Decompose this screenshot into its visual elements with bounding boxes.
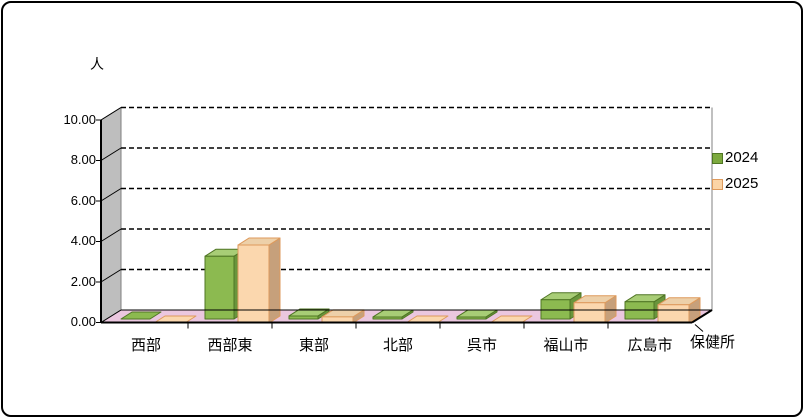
- y-tick-label-8: 8.00: [70, 152, 96, 167]
- left-wall: [100, 107, 122, 323]
- bar-2024-cat1-front: [204, 255, 235, 320]
- y-tick-label-10: 10.00: [63, 112, 96, 127]
- wall-tick-2: [100, 269, 122, 283]
- wall-tick-4: [100, 228, 122, 242]
- y-tick-label-0: 0.00: [70, 314, 96, 329]
- y-tick-label-2: 2.00: [70, 274, 96, 289]
- legend-item-2025: 2025: [712, 173, 758, 195]
- legend-marker-2025: [712, 178, 723, 190]
- legend-label-2024: 2024: [725, 149, 759, 166]
- bar-2024-cat4-front: [456, 316, 487, 320]
- bar-2024-cat5-front: [540, 299, 571, 320]
- bar-2025-cat6-front: [657, 304, 690, 324]
- bar-2025-cat1-front: [237, 244, 270, 324]
- bar-2025-cat5-front: [573, 302, 606, 324]
- category-label-kure: 呉市: [466, 337, 497, 354]
- y-tick-label-6: 6.00: [70, 193, 96, 208]
- category-label-hokubu: 北部: [382, 337, 413, 354]
- y-axis-unit-label: 人: [90, 56, 104, 72]
- legend-item-2024: 2024: [712, 147, 758, 169]
- category-label-seibu: 西部: [130, 337, 161, 354]
- wall-tick-10: [100, 107, 122, 121]
- legend-label-2025: 2025: [725, 175, 759, 192]
- category-tick-end: [694, 324, 704, 332]
- wall-tick-6: [100, 188, 122, 202]
- x-axis-title: 保健所: [690, 334, 736, 351]
- wall-tick-0: [100, 309, 122, 323]
- category-label-fukuyama: 福山市: [543, 337, 589, 354]
- legend: 2024 2025: [712, 147, 758, 199]
- category-label-seibu-higashi: 西部東: [207, 337, 253, 354]
- category-label-hiroshima: 広島市: [627, 337, 673, 354]
- legend-marker-2024: [712, 152, 723, 164]
- x-axis-depth-edge: [691, 309, 713, 324]
- y-tick-label-4: 4.00: [70, 233, 96, 248]
- bar-2024-cat2-front: [288, 315, 319, 320]
- bar-2024-cat3-front: [372, 316, 403, 320]
- bar-2024-cat0-tile: [120, 311, 162, 320]
- category-label-tobu: 東部: [298, 337, 329, 354]
- wall-tick-8: [100, 147, 122, 161]
